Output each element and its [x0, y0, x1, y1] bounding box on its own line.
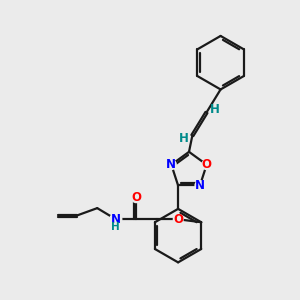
Circle shape [110, 213, 122, 225]
Text: N: N [166, 158, 176, 171]
Circle shape [195, 181, 205, 190]
Text: N: N [111, 213, 121, 226]
Text: O: O [131, 191, 141, 204]
Text: H: H [111, 222, 120, 232]
Circle shape [131, 193, 141, 202]
Text: H: H [179, 132, 189, 145]
Text: O: O [173, 213, 183, 226]
Text: H: H [210, 103, 220, 116]
Text: O: O [202, 158, 212, 171]
Circle shape [173, 214, 183, 224]
Circle shape [202, 160, 211, 169]
Circle shape [167, 160, 176, 169]
Text: N: N [195, 179, 205, 192]
